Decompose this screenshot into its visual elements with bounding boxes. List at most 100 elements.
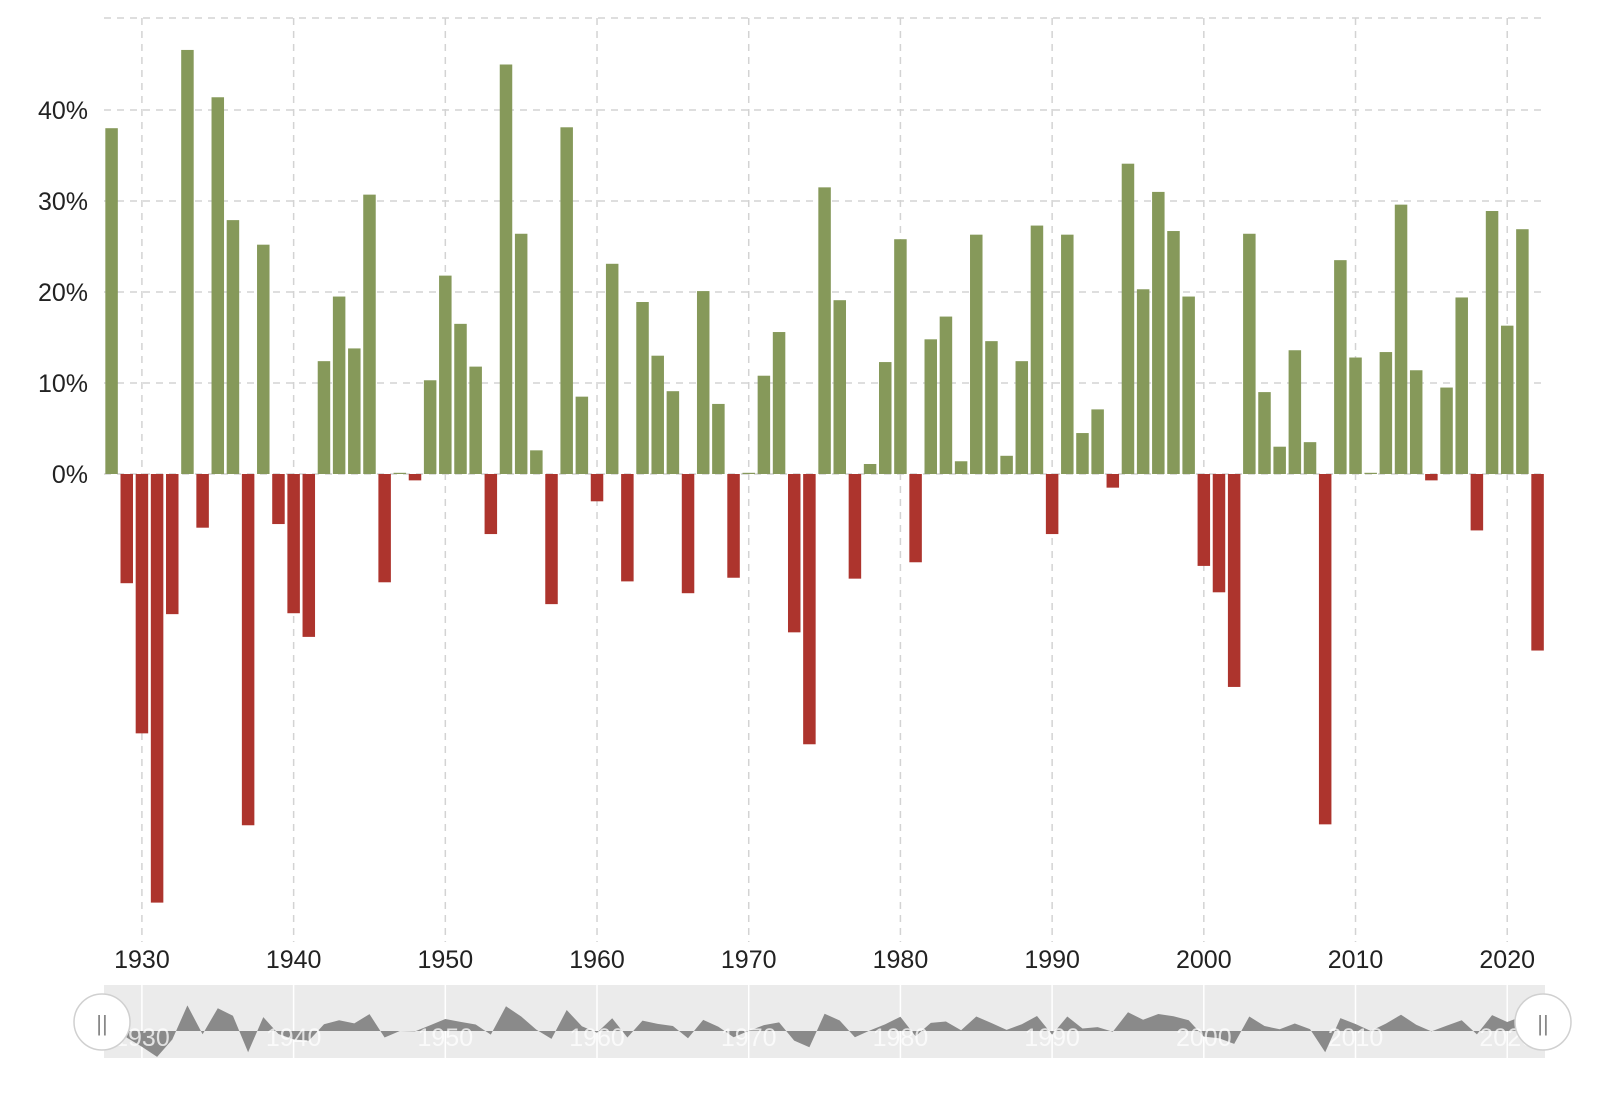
- bar-1958: [560, 127, 573, 474]
- y-tick-label: 40%: [38, 97, 88, 125]
- bar-1953: [484, 474, 498, 535]
- bar-1931: [150, 474, 164, 903]
- navigator-handle-grip-icon[interactable]: ||: [1537, 1011, 1548, 1036]
- range-navigator[interactable]: 1930 1940 1950 1960 1970 1980 1990 2000 2010 2020…: [73, 985, 1572, 1058]
- bar-1998: [1167, 231, 1180, 474]
- navigator-handle-left[interactable]: ||: [73, 993, 131, 1051]
- navigator-tick-label: 1960: [569, 1024, 625, 1052]
- bar-2003: [1243, 233, 1256, 474]
- bar-2006: [1288, 350, 1302, 474]
- bar-2001: [1212, 474, 1226, 593]
- bar-1967: [696, 291, 710, 474]
- bar-1987: [1000, 455, 1013, 474]
- navigator-tick-label: 2010: [1328, 1024, 1384, 1052]
- bar-1934: [196, 474, 209, 528]
- bar-1956: [530, 450, 543, 474]
- y-tick-label: 10%: [38, 370, 88, 398]
- bars: [105, 49, 1544, 903]
- bar-2014: [1409, 370, 1423, 474]
- navigator-handle-right[interactable]: ||: [1514, 993, 1572, 1051]
- bar-1929: [120, 474, 133, 584]
- bar-2015: [1425, 474, 1438, 481]
- bar-1981: [909, 474, 922, 563]
- x-tick-label: 1940: [266, 946, 322, 974]
- navigator-handle-grip-icon[interactable]: ||: [96, 1011, 107, 1036]
- bar-1993: [1091, 409, 1104, 474]
- bar-2013: [1394, 204, 1408, 474]
- bar-2020: [1500, 325, 1514, 474]
- bar-2012: [1379, 352, 1393, 474]
- bar-1940: [287, 474, 300, 614]
- bar-1984: [954, 461, 968, 474]
- x-tick-label: 1930: [114, 946, 170, 974]
- bar-1941: [302, 474, 316, 637]
- bar-1966: [681, 474, 695, 594]
- bar-2011: [1364, 472, 1377, 474]
- bar-1976: [833, 300, 846, 474]
- navigator-handle-circle[interactable]: [1514, 993, 1572, 1051]
- navigator-series-area: [111, 1005, 1538, 1057]
- bar-1977: [848, 474, 862, 579]
- bar-1974: [803, 474, 816, 745]
- y-tick-label: 0%: [52, 461, 88, 489]
- navigator-handle-circle[interactable]: [73, 993, 131, 1051]
- x-axis: 1930 1940 1950 1960 1970 1980 1990 2000 2010 2020: [114, 946, 1535, 974]
- bar-1994: [1106, 474, 1120, 488]
- bar-1936: [226, 220, 240, 474]
- bar-1962: [621, 474, 634, 582]
- bar-1949: [423, 380, 437, 474]
- y-axis: 0% 10% 20% 30% 40%: [38, 97, 88, 489]
- bar-1933: [181, 49, 194, 474]
- x-tick-label: 2010: [1328, 946, 1384, 974]
- bar-1963: [636, 302, 649, 474]
- x-tick-label: 2020: [1479, 946, 1535, 974]
- bar-1960: [590, 474, 604, 502]
- bar-2002: [1227, 474, 1241, 687]
- bar-1957: [545, 474, 558, 605]
- bar-1985: [970, 234, 983, 474]
- bar-1990: [1045, 474, 1059, 535]
- x-tick-label: 1980: [873, 946, 929, 974]
- bar-1991: [1061, 234, 1074, 474]
- bar-1975: [818, 187, 831, 474]
- bar-2007: [1303, 442, 1317, 474]
- bar-1935: [211, 97, 225, 474]
- bar-2010: [1349, 357, 1362, 474]
- bar-2016: [1440, 387, 1453, 474]
- bar-1930: [135, 474, 149, 734]
- navigator-tick-label: 1980: [873, 1024, 929, 1052]
- bar-1986: [985, 341, 998, 474]
- bar-1964: [651, 355, 664, 474]
- y-tick-label: 20%: [38, 279, 88, 307]
- bar-1951: [454, 323, 467, 474]
- bar-1970: [742, 472, 755, 474]
- bar-1961: [605, 263, 619, 474]
- navigator-tick-label: 2000: [1176, 1024, 1232, 1052]
- bar-1948: [408, 474, 422, 481]
- bar-1982: [924, 339, 938, 474]
- bar-1968: [712, 403, 725, 474]
- bar-2019: [1485, 211, 1499, 474]
- bar-2017: [1455, 297, 1468, 474]
- navigator-tick-label: 1970: [721, 1024, 777, 1052]
- bar-1928: [105, 128, 118, 474]
- x-tick-label: 1960: [569, 946, 625, 974]
- bar-1969: [727, 474, 740, 578]
- bar-2008: [1318, 474, 1332, 825]
- bar-1945: [363, 194, 376, 474]
- bar-1959: [575, 396, 589, 474]
- bar-2021: [1516, 229, 1529, 474]
- bar-2004: [1258, 392, 1271, 474]
- bar-1955: [514, 233, 528, 474]
- bar-1965: [666, 391, 680, 474]
- bar-2022: [1531, 474, 1544, 651]
- bar-1988: [1015, 361, 1029, 474]
- bar-1971: [757, 375, 771, 474]
- bar-1946: [378, 474, 391, 583]
- bar-1937: [241, 474, 255, 826]
- bar-1947: [393, 472, 407, 474]
- bar-1954: [499, 64, 513, 474]
- bar-1973: [787, 474, 801, 633]
- bar-1942: [317, 361, 331, 474]
